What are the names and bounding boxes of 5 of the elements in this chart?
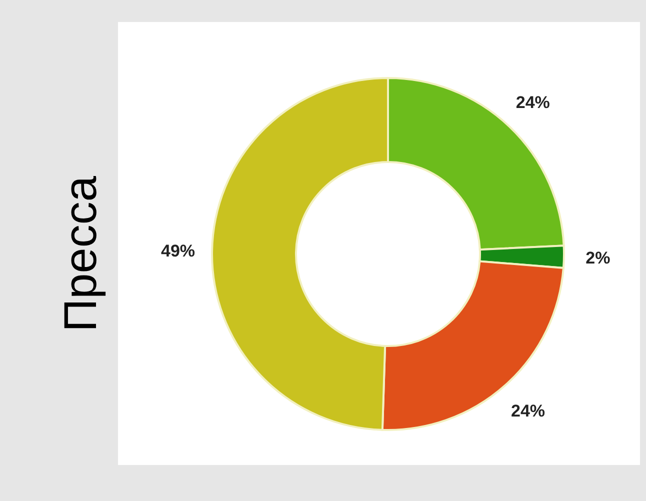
data-label: 24% — [516, 92, 550, 112]
data-label: 2% — [586, 248, 610, 268]
text: Пресса — [54, 176, 106, 332]
data-label: 24% — [511, 401, 546, 420]
data-label: 49% — [161, 242, 196, 261]
